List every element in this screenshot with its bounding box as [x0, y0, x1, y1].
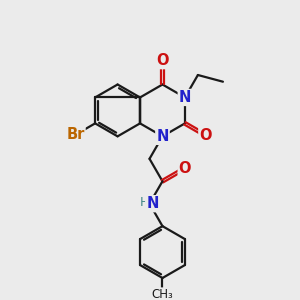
Text: N: N	[179, 90, 191, 105]
Text: H: H	[140, 196, 149, 209]
Text: N: N	[156, 129, 169, 144]
Text: O: O	[156, 53, 169, 68]
Text: N: N	[146, 196, 159, 211]
Text: CH₃: CH₃	[152, 288, 173, 300]
Text: O: O	[199, 128, 212, 143]
Text: Br: Br	[66, 127, 85, 142]
Text: O: O	[179, 161, 191, 176]
